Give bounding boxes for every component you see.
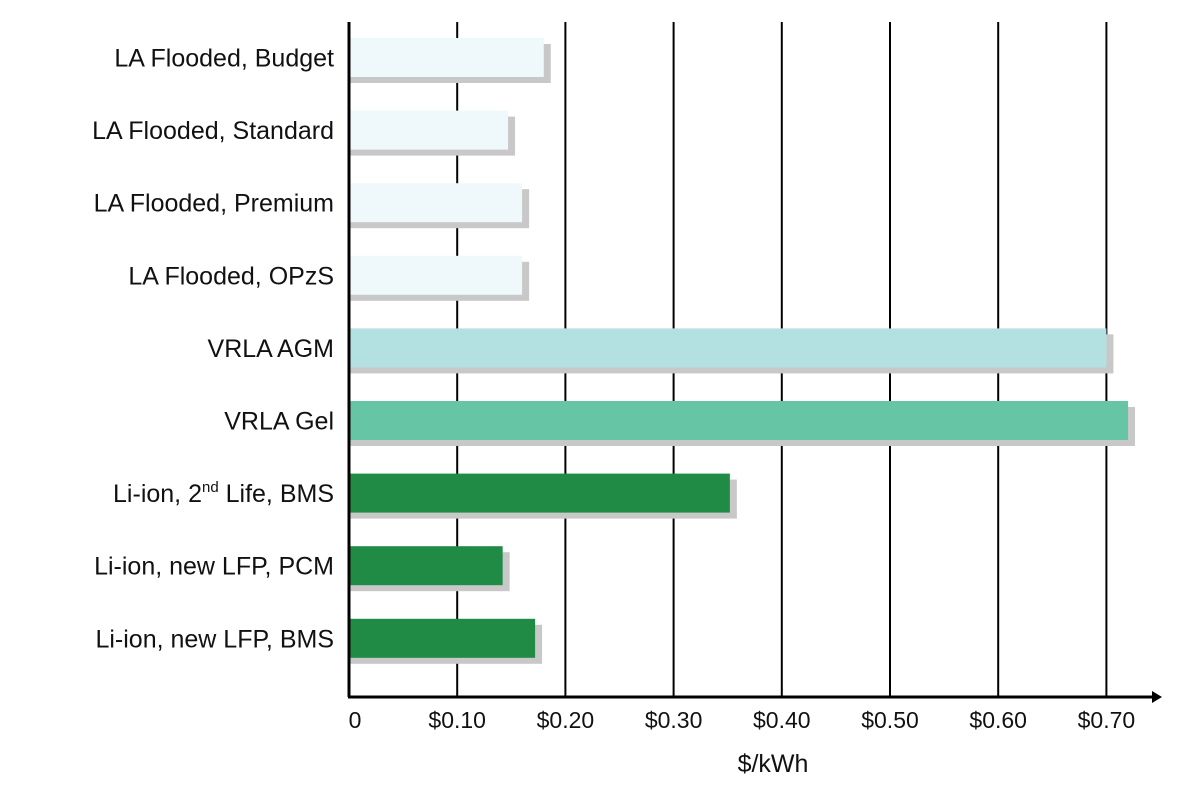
x-axis-label: $/kWh <box>738 750 809 778</box>
category-label: LA Flooded, OPzS <box>128 262 334 290</box>
x-tick-label: $0.10 <box>428 707 486 733</box>
bar <box>349 473 730 513</box>
x-tick-label: $0.20 <box>537 707 595 733</box>
x-tick-labels: 0 $0.10 $0.20 $0.30 $0.40 $0.50 $0.60 $0.70 <box>349 707 1136 733</box>
category-label: VRLA Gel <box>224 408 334 436</box>
bar <box>349 618 536 658</box>
axes <box>347 22 1162 703</box>
category-label: Li-ion, new LFP, PCM <box>94 553 334 581</box>
x-tick-label: $0.70 <box>1078 707 1136 733</box>
bar <box>349 401 1129 440</box>
bar <box>349 328 1107 368</box>
category-labels: LA Flooded, Budget LA Flooded, Standard LA… <box>92 45 334 654</box>
category-label: LA Flooded, Premium <box>94 190 334 218</box>
bar <box>349 183 523 223</box>
bar <box>349 255 523 295</box>
category-label: Li-ion, 2nd Life, BMS <box>113 479 334 508</box>
category-label: LA Flooded, Standard <box>92 117 334 145</box>
x-tick-label: $0.40 <box>753 707 811 733</box>
category-label: Li-ion, new LFP, BMS <box>95 625 334 653</box>
bar <box>349 110 509 150</box>
x-tick-label: $0.60 <box>969 707 1027 733</box>
bar <box>349 38 544 77</box>
category-label: VRLA AGM <box>208 335 334 363</box>
bars <box>349 38 1129 658</box>
bar <box>349 546 503 586</box>
x-tick-label: $0.30 <box>645 707 703 733</box>
category-label: LA Flooded, Budget <box>114 45 334 73</box>
x-axis-arrow-icon <box>1152 691 1162 703</box>
x-tick-label: $0.50 <box>861 707 919 733</box>
x-tick-label: 0 <box>349 707 362 733</box>
